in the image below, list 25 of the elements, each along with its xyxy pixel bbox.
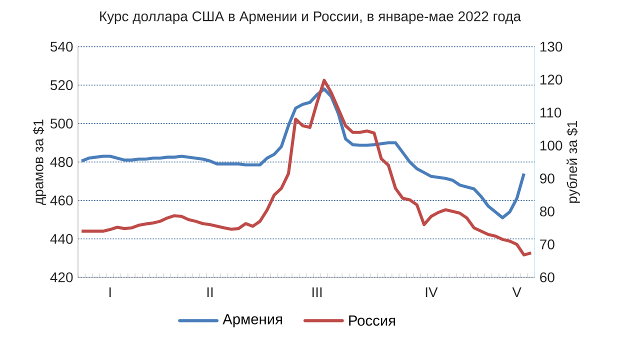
y-tick-label: 420	[50, 272, 73, 282]
y2-tick-label: 60	[540, 272, 554, 282]
y2-tick-label: 130	[540, 42, 562, 52]
y2-tick-label: 120	[540, 74, 562, 85]
y-tick-label: 480	[50, 157, 73, 167]
y2-tick-label: 70	[540, 239, 554, 250]
x-tick-label: V	[512, 287, 522, 298]
x-tick-label: IV	[426, 287, 438, 298]
legend-label: Армения	[222, 314, 282, 328]
y2-tick-label: 100	[540, 140, 562, 150]
x-tick-label: II	[207, 287, 213, 298]
y2-tick-label: 110	[540, 108, 562, 118]
y-tick-label: 520	[50, 80, 73, 90]
y2-axis-title: рублей за $1	[566, 120, 580, 203]
y2-tick-label: 90	[540, 174, 554, 184]
y-tick-label: 440	[50, 234, 73, 244]
y2-tick-label: 80	[540, 206, 554, 216]
x-tick-label: III	[312, 287, 322, 298]
x-tick-label: I	[109, 287, 111, 298]
y-tick-label: 460	[50, 195, 73, 206]
legend-label: Россия	[349, 316, 396, 326]
y-tick-label: 500	[50, 118, 73, 129]
y-axis-title: драмов за $1	[32, 120, 46, 205]
y-tick-label: 540	[50, 42, 73, 52]
chart-title: Курс доллара США в Армении и России, в январе-мае 2022 года	[100, 11, 522, 24]
